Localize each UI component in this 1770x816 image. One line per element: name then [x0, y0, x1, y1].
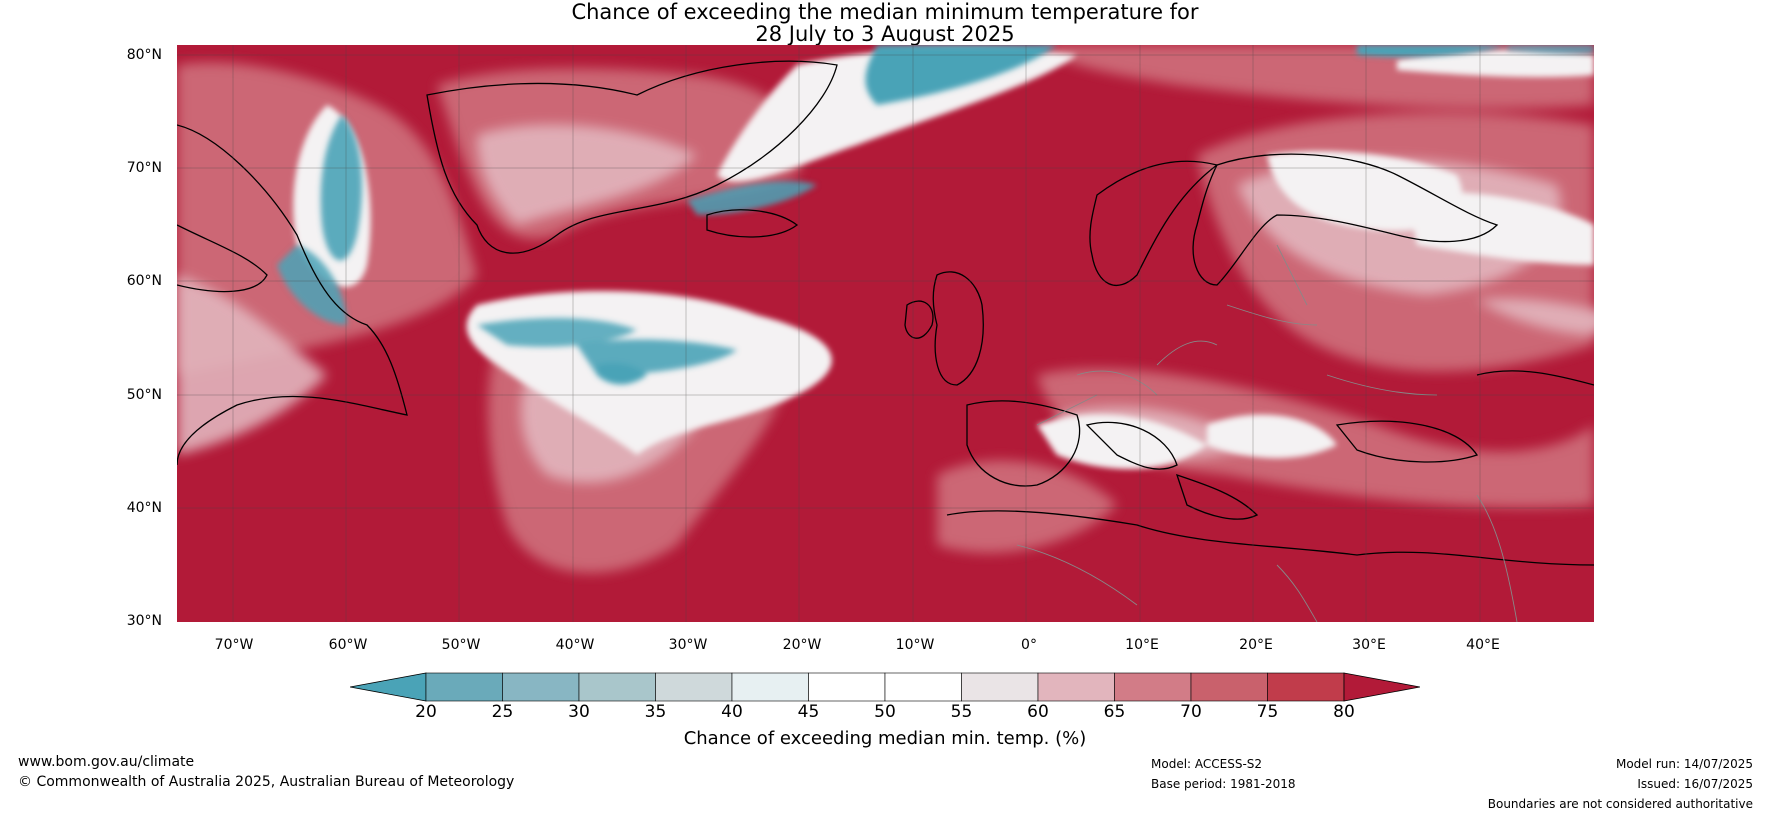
footer-issued: Issued: 16/07/2025 [1637, 777, 1753, 791]
colorbar-segment [655, 672, 733, 702]
lon-label-10w: 10°W [895, 637, 935, 653]
colorbar-segment [502, 672, 580, 702]
colorbar-segment [731, 672, 809, 702]
colorbar-tick-label: 30 [568, 702, 590, 722]
colorbar-tick-label: 45 [797, 702, 820, 722]
footer-base-period: Base period: 1981-2018 [1151, 777, 1296, 791]
colorbar-segment [961, 672, 1039, 702]
colorbar [350, 672, 1420, 702]
colorbar-segment [1037, 672, 1115, 702]
colorbar-segment [884, 672, 962, 702]
colorbar-segment [425, 672, 503, 702]
lon-label-40e: 40°E [1466, 637, 1500, 653]
colorbar-extend-high [1343, 672, 1420, 702]
lon-label-70w: 70°W [214, 637, 254, 653]
coastlines [177, 60, 1594, 566]
footer-website: www.bom.gov.au/climate [18, 754, 195, 770]
footer-copyright: © Commonwealth of Australia 2025, Austra… [18, 774, 515, 790]
lon-label-60w: 60°W [328, 637, 368, 653]
colorbar-tick-label: 55 [950, 702, 973, 722]
colorbar-tick-label: 70 [1180, 702, 1202, 722]
lon-label-30w: 30°W [668, 637, 708, 653]
lon-label-40w: 40°W [555, 637, 595, 653]
map-area [177, 45, 1594, 622]
map-title-line2: 28 July to 3 August 2025 [755, 22, 1015, 46]
lat-label-60n: 60°N [126, 273, 162, 289]
colorbar-tick-label: 50 [874, 702, 896, 722]
colorbar-segment [1190, 672, 1268, 702]
colorbar-label: Chance of exceeding median min. temp. (%… [683, 728, 1087, 749]
lon-label-20w: 20°W [782, 637, 822, 653]
colorbar-tick-label: 75 [1256, 702, 1279, 722]
colorbar-tick-label: 40 [721, 702, 743, 722]
colorbar-segment [578, 672, 656, 702]
lat-label-80n: 80°N [126, 47, 162, 63]
colorbar-segment [1114, 672, 1192, 702]
graticule [177, 45, 1594, 622]
lon-label-20e: 20°E [1239, 637, 1273, 653]
forecast-map [177, 45, 1594, 622]
colorbar-tick-label: 20 [415, 702, 437, 722]
colorbar-tick-label: 35 [644, 702, 667, 722]
lat-label-30n: 30°N [126, 613, 162, 629]
country-borders [1016, 244, 1518, 622]
lat-label-70n: 70°N [126, 160, 162, 176]
colorbar-segment [808, 672, 886, 702]
map-title-line1: Chance of exceeding the median minimum t… [571, 0, 1199, 24]
colorbar-extend-low [350, 672, 427, 702]
lon-label-10e: 10°E [1125, 637, 1159, 653]
footer-model: Model: ACCESS-S2 [1151, 757, 1263, 771]
colorbar-tick-label: 65 [1103, 702, 1126, 722]
lon-label-30e: 30°E [1352, 637, 1386, 653]
colorbar-segment [1267, 672, 1345, 702]
white-regions [293, 48, 1594, 469]
lat-label-50n: 50°N [126, 387, 162, 403]
cold-regions [277, 45, 1594, 385]
lon-label-50w: 50°W [441, 637, 481, 653]
colorbar-tick-label: 80 [1333, 702, 1355, 722]
colorbar-tick-label: 60 [1027, 702, 1049, 722]
lat-label-40n: 40°N [126, 500, 162, 516]
lon-label-0: 0° [1021, 637, 1037, 653]
footer-model-run: Model run: 14/07/2025 [1615, 757, 1753, 771]
colorbar-tick-label: 25 [491, 702, 514, 722]
footer-disclaimer: Boundaries are not considered authoritat… [1487, 797, 1753, 811]
